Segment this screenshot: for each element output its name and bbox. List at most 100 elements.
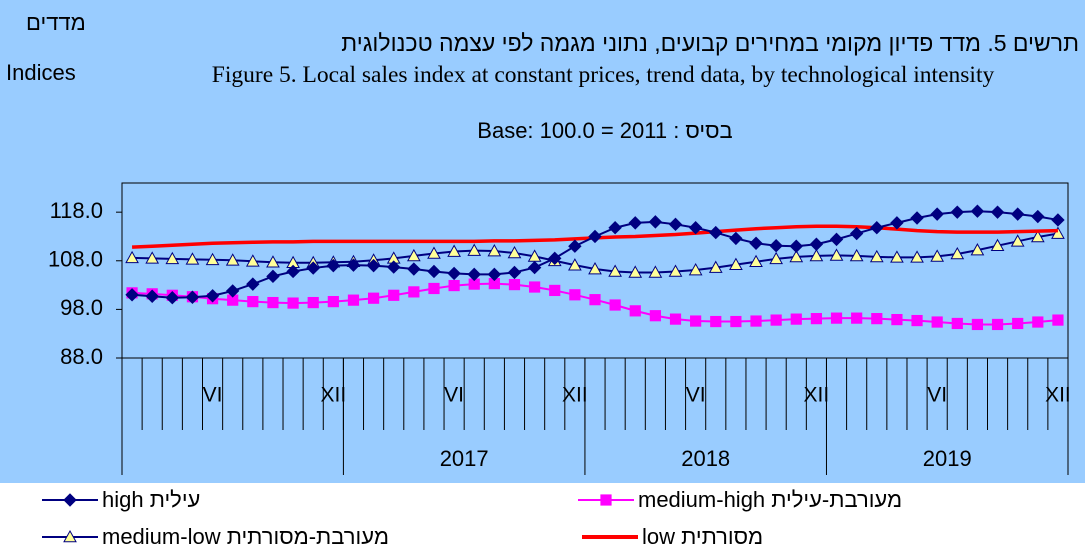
data-point	[427, 246, 441, 259]
data-point	[950, 246, 965, 260]
data-point	[749, 254, 763, 268]
x-tick-label: VI	[927, 384, 947, 407]
data-point	[951, 317, 963, 330]
data-point	[991, 318, 1004, 331]
data-point	[225, 253, 240, 266]
data-point	[507, 245, 522, 259]
data-point	[668, 264, 683, 277]
data-point	[851, 312, 863, 324]
legend-label: עילית high	[102, 487, 201, 512]
data-point	[388, 289, 400, 301]
data-point	[306, 261, 320, 275]
x-tick-label: XII	[804, 384, 830, 407]
data-point	[871, 313, 883, 325]
data-point	[809, 237, 824, 251]
data-point	[245, 254, 260, 267]
data-point	[407, 248, 421, 262]
data-point	[910, 250, 924, 263]
y-label-en: Indices	[6, 60, 76, 85]
data-point	[487, 244, 502, 257]
data-point	[849, 248, 864, 262]
data-point	[447, 244, 461, 257]
data-point	[407, 262, 421, 276]
data-point	[529, 281, 541, 293]
data-point	[891, 313, 903, 326]
data-point	[387, 260, 401, 274]
data-point	[810, 313, 823, 325]
data-point	[447, 266, 461, 281]
data-point	[1052, 314, 1064, 326]
x-tick-label: XII	[1045, 384, 1071, 407]
data-point	[568, 258, 582, 271]
data-point	[266, 269, 280, 284]
data-point	[487, 267, 502, 282]
chart-title: תרשים 5. מדד פדיון מקומי במחירים קבועים,…	[341, 30, 1079, 56]
plot-frame	[121, 182, 1069, 359]
data-point	[970, 243, 985, 256]
y-tick-label: 108.0	[48, 247, 103, 272]
data-point	[408, 286, 420, 298]
base-note: Base: 100.0 = 2011 : בסיס	[477, 118, 733, 143]
data-point	[185, 290, 200, 304]
data-point	[125, 250, 139, 264]
data-point	[688, 221, 703, 235]
data-point	[1051, 226, 1065, 239]
data-point	[267, 296, 279, 309]
data-point	[668, 217, 683, 232]
data-point	[569, 289, 581, 301]
y-tick-label: 98.0	[60, 295, 103, 320]
data-point	[849, 226, 864, 241]
data-point	[769, 239, 783, 253]
data-point	[588, 262, 602, 275]
data-point	[327, 296, 339, 308]
data-point	[770, 314, 782, 326]
data-point	[467, 267, 481, 282]
data-point	[911, 314, 923, 327]
data-point	[829, 248, 844, 261]
legend-label: מעורבת-מסורתית medium-low	[102, 524, 389, 549]
data-point	[286, 264, 300, 279]
data-point	[608, 264, 622, 277]
data-point	[1032, 316, 1044, 328]
data-point	[990, 238, 1005, 252]
data-point	[467, 243, 482, 256]
data-point	[749, 236, 763, 250]
data-point	[448, 279, 460, 292]
data-point	[1051, 213, 1065, 227]
data-point	[710, 315, 722, 328]
data-point	[628, 216, 642, 230]
data-point	[507, 265, 522, 280]
data-point	[346, 258, 361, 272]
data-point	[769, 251, 783, 265]
y-tick-label: 118.0	[50, 198, 103, 223]
data-point	[789, 249, 804, 263]
data-point	[789, 239, 803, 253]
data-point	[930, 249, 945, 262]
data-point	[508, 278, 521, 291]
data-point	[930, 207, 944, 221]
data-point	[1031, 209, 1045, 224]
x-tick-label: VI	[444, 384, 464, 407]
data-point	[809, 248, 824, 262]
x-tick-label: VI	[686, 384, 706, 407]
legend-label: מסורתית low	[642, 524, 764, 549]
data-point	[708, 260, 723, 273]
data-point	[931, 316, 943, 328]
data-point	[709, 225, 723, 240]
data-point	[669, 313, 682, 325]
data-point	[1010, 207, 1025, 221]
data-point	[165, 251, 180, 265]
data-point	[609, 299, 621, 311]
data-point	[589, 294, 601, 306]
x-tick-label: VI	[203, 384, 223, 407]
data-point	[165, 291, 180, 305]
data-point	[367, 292, 380, 304]
data-point	[688, 262, 703, 276]
x-tick-label: XII	[320, 384, 346, 407]
data-point	[366, 258, 381, 273]
legend-box	[0, 483, 1085, 560]
data-point	[266, 255, 280, 268]
data-point	[648, 265, 663, 278]
data-point	[830, 312, 843, 324]
